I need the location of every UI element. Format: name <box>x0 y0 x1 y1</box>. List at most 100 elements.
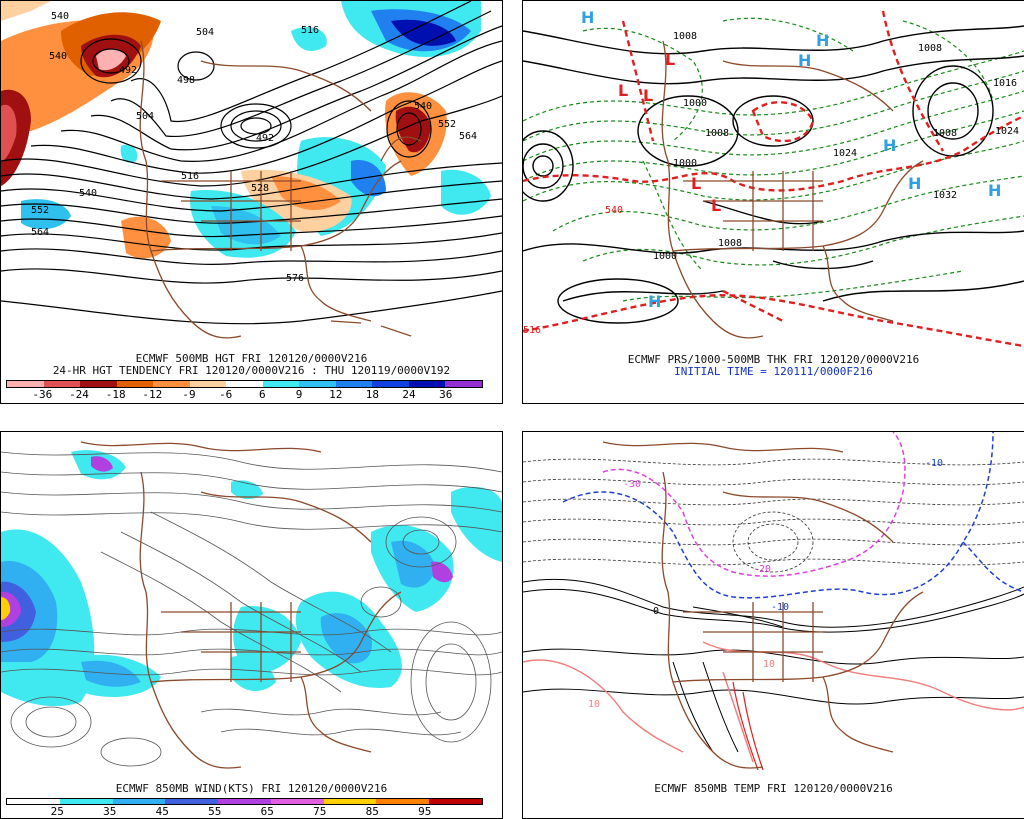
tendency-tick-label: 9 <box>295 388 303 401</box>
panel-850mb-temp: -30 -20 -10 -10 0 10 10 ECMWF 850MB TEMP… <box>522 431 1024 819</box>
contour-label: 540 <box>79 188 97 199</box>
tendency-swatch <box>226 381 263 387</box>
tendency-shading <box>1 1 491 259</box>
contour-label: 1008 <box>705 128 729 139</box>
contour-label: 10 <box>588 699 600 710</box>
panel-title: ECMWF 850MB WIND(KTS) FRI 120120/0000V21… <box>115 782 388 795</box>
coastlines <box>80 441 402 769</box>
tendency-tick-label: -36 <box>32 388 53 401</box>
contour-label: 1016 <box>993 78 1017 89</box>
tendency-tick-label: 36 <box>439 388 453 401</box>
tendency-swatch <box>7 381 44 387</box>
wind-swatch <box>218 799 271 804</box>
tendency-swatch <box>262 381 300 387</box>
wind-colorbar-ticks: 25 35 45 55 65 75 85 95 <box>31 806 451 818</box>
isotherm-minus20 <box>602 432 906 577</box>
isotherm-labels: -30 -20 -10 -10 0 10 10 <box>588 458 943 710</box>
contour-label: 528 <box>251 183 269 194</box>
contour-label: 516 <box>301 25 319 36</box>
contour-label: 1008 <box>933 128 957 139</box>
panel-title: ECMWF 850MB TEMP FRI 120120/0000V216 <box>654 782 893 795</box>
tendency-swatch <box>189 381 227 387</box>
contour-labels: 540 540 492 498 504 516 516 504 492 540 … <box>31 11 477 284</box>
tendency-swatch <box>372 381 409 387</box>
wind-swatch <box>112 799 166 804</box>
high-pressure-icon: H <box>798 51 811 70</box>
tendency-swatch <box>445 381 482 387</box>
contour-label: 1008 <box>918 43 942 54</box>
low-pressure-icon: L <box>618 81 628 100</box>
tendency-colorbar-ticks: -36 -24 -18 -12 -9 -6 6 9 12 18 24 36 <box>24 389 464 401</box>
contour-label: 0 <box>653 606 659 617</box>
contour-label: 516 <box>181 171 199 182</box>
contour-label: 552 <box>31 205 49 216</box>
tendency-swatch <box>408 381 446 387</box>
cold-isotherms <box>523 458 1024 573</box>
wind-swatch <box>270 799 324 804</box>
wind-swatch <box>165 799 219 804</box>
panel-pressure-thickness: 1008 1008 1000 1008 1000 1024 1008 1000 … <box>522 0 1024 404</box>
high-pressure-icon: H <box>883 136 896 155</box>
wind-speed-shading <box>1 450 502 707</box>
tendency-tick-label: 24 <box>402 388 416 401</box>
tendency-swatch <box>80 381 117 387</box>
isobar-labels: 1008 1008 1000 1008 1000 1024 1008 1000 … <box>523 31 1019 336</box>
wind-swatch <box>323 799 377 804</box>
contour-label: 540 <box>605 205 623 216</box>
low-pressure-icon: L <box>643 86 653 105</box>
contour-label: 564 <box>31 227 49 238</box>
tendency-colorbar <box>6 380 483 388</box>
tendency-swatch <box>153 381 190 387</box>
map-850mb-temp: -30 -20 -10 -10 0 10 10 <box>523 432 1024 770</box>
contour-label: 1032 <box>933 190 957 201</box>
wind-tick-label: 65 <box>260 805 274 818</box>
contour-label: 516 <box>523 325 541 336</box>
contour-label: 498 <box>177 75 195 86</box>
high-pressure-icon: H <box>581 8 594 27</box>
low-pressure-icon: L <box>711 196 721 215</box>
contour-label: 1000 <box>683 98 707 109</box>
tendency-tick-label: -18 <box>105 388 126 401</box>
map-500mb-height: 540 540 492 498 504 516 516 504 492 540 … <box>1 1 502 339</box>
coastlines <box>139 40 422 339</box>
contour-label: 576 <box>286 273 304 284</box>
wind-tick-label: 75 <box>313 805 327 818</box>
thickness-contours <box>523 17 1024 302</box>
panel-title: ECMWF 500MB HGT FRI 120120/0000V216 <box>135 352 368 365</box>
pressure-centers: H H H H H H H L L L L L <box>581 8 1001 311</box>
contour-label: 1024 <box>995 126 1019 137</box>
tendency-swatch <box>43 381 81 387</box>
tendency-swatch <box>116 381 154 387</box>
wind-tick-label: 25 <box>50 805 64 818</box>
contour-label: 504 <box>136 111 154 122</box>
height-contours <box>1 1 502 325</box>
contour-label: 1008 <box>718 238 742 249</box>
high-pressure-icon: H <box>988 181 1001 200</box>
tendency-tick-label: 18 <box>365 388 379 401</box>
contour-label: 540 <box>51 11 69 22</box>
high-pressure-icon: H <box>816 31 829 50</box>
panel-500mb-height: 540 540 492 498 504 516 516 504 492 540 … <box>0 0 503 404</box>
coastlines <box>661 40 924 339</box>
contour-label: 540 <box>414 101 432 112</box>
contour-label: -10 <box>925 458 943 469</box>
contour-label: 552 <box>438 119 456 130</box>
tendency-tick-label: -24 <box>69 388 89 401</box>
wind-tick-label: 95 <box>418 805 432 818</box>
contour-label: 564 <box>459 131 477 142</box>
contour-label: 504 <box>196 27 214 38</box>
contour-label: -20 <box>753 564 771 575</box>
contour-label: 10 <box>763 659 775 670</box>
contour-label: 1008 <box>673 31 697 42</box>
map-850mb-wind <box>1 441 502 769</box>
contour-label: 492 <box>119 65 137 76</box>
contour-label: -10 <box>771 602 789 613</box>
critical-thickness-lines <box>523 10 1024 348</box>
map-pressure-thickness: 1008 1008 1000 1008 1000 1024 1008 1000 … <box>523 8 1024 348</box>
streamlines <box>1 451 502 767</box>
contour-label: -30 <box>623 479 641 490</box>
tendency-swatch <box>299 381 336 387</box>
low-pressure-icon: L <box>665 50 675 69</box>
tendency-tick-label: 12 <box>329 388 343 401</box>
wind-swatch <box>376 799 430 804</box>
